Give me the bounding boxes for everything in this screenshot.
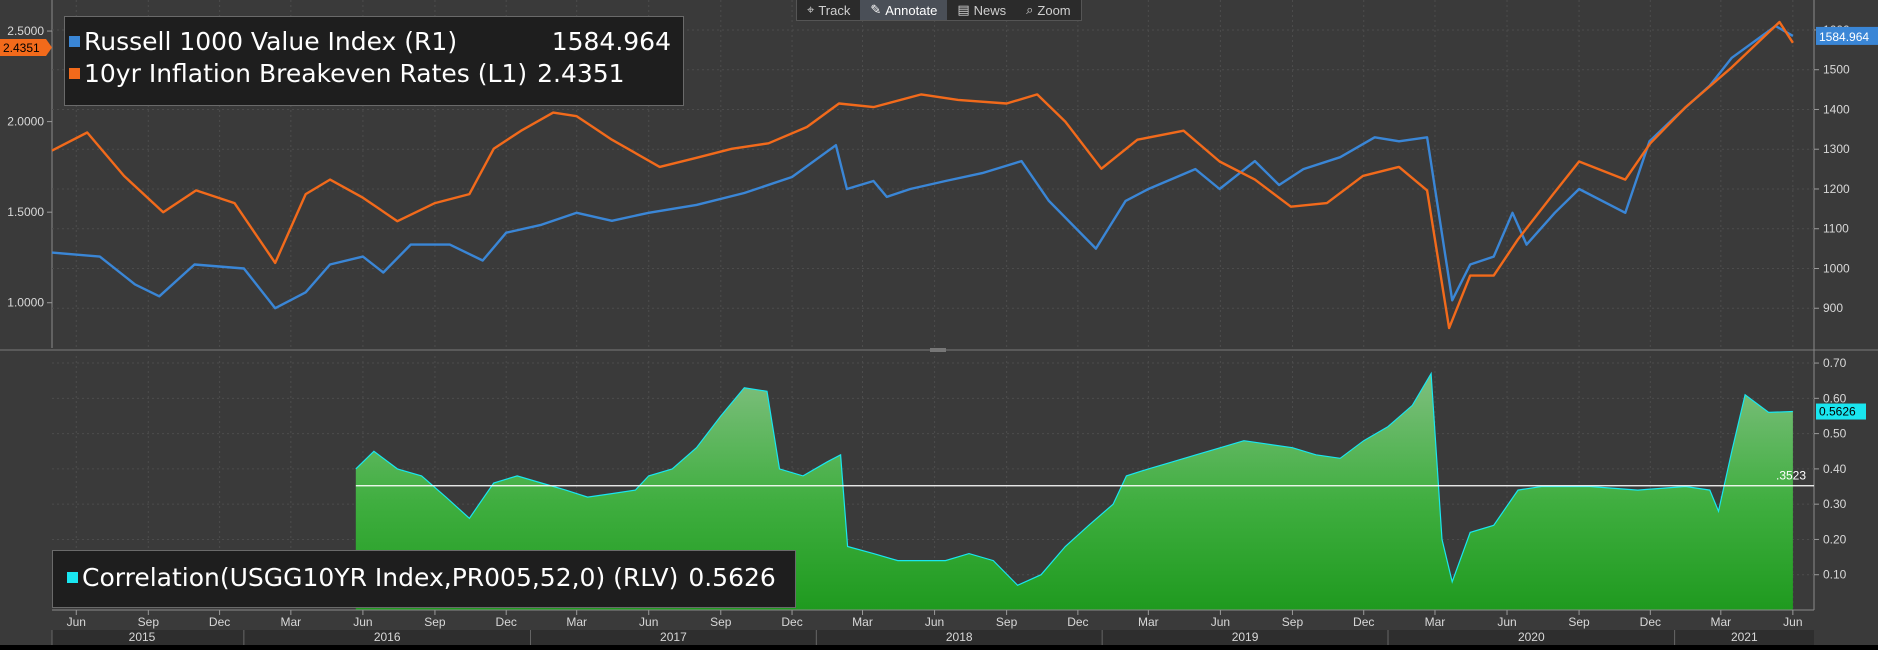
x-tick-label: Dec: [1640, 615, 1661, 629]
correlation-last-label: 0.5626: [1819, 405, 1856, 419]
x-tick-label: Dec: [209, 615, 230, 629]
reference-line-label: .3523: [1776, 469, 1806, 483]
x-tick-label: Jun: [925, 615, 944, 629]
legend-name-russell: Russell 1000 Value Index (R1): [84, 27, 458, 56]
right-tick-label: 1500: [1823, 63, 1850, 77]
correlation-legend: Correlation(USGG10YR Index,PR005,52,0) (…: [52, 550, 796, 608]
left-tick-label: 2.0000: [7, 115, 44, 129]
x-tick-label: Mar: [1138, 615, 1159, 629]
x-axis: Jun Sep Dec Mar Jun Sep Dec Mar Jun Sep Dec Mar Jun S…: [51, 609, 1814, 645]
x-tick-label: Jun: [1211, 615, 1230, 629]
x-tick-label: Dec: [496, 615, 517, 629]
x-tick-label: Mar: [1710, 615, 1731, 629]
legend-row-breakeven: 10yr Inflation Breakeven Rates (L1) 2.43…: [69, 59, 625, 88]
legend-row-correlation: Correlation(USGG10YR Index,PR005,52,0) (…: [67, 563, 776, 592]
right-tick-label: 0.60: [1823, 391, 1847, 405]
right-tick-label: 1100: [1823, 222, 1849, 236]
x-tick-label: Sep: [1282, 615, 1304, 629]
legend-swatch-breakeven: [69, 68, 80, 79]
breakeven-last-tag: [0, 39, 46, 56]
news-button[interactable]: ▤ News: [957, 2, 1007, 18]
year-band: [52, 630, 1814, 645]
chart-toolbar: ⌖ Track ✎ Annotate ▤ News ⌕ Zoom: [796, 0, 1082, 21]
correlation-last-tag: [1816, 403, 1866, 420]
x-tick-label: Dec: [1067, 615, 1088, 629]
year-label: 2015: [129, 630, 156, 644]
x-tick-label: Dec: [781, 615, 802, 629]
legend-swatch-russell: [69, 36, 80, 47]
right-tick-label: 1000: [1823, 261, 1850, 275]
russell-last-tag: [1816, 26, 1878, 45]
x-tick-label: Jun: [1783, 615, 1802, 629]
x-tick-label: Sep: [996, 615, 1018, 629]
year-label: 2019: [1232, 630, 1259, 644]
x-tick-label: Mar: [281, 615, 302, 629]
breakeven-last-tag-arrow: [46, 39, 52, 56]
x-tick-label: Jun: [639, 615, 658, 629]
right-tick-label: 0.10: [1823, 568, 1847, 582]
right-tick-label: 0.20: [1823, 532, 1847, 546]
right-tick-label: 1400: [1823, 102, 1850, 116]
legend-swatch-correlation: [67, 572, 78, 583]
price-panel: 90010001100120013001400150016001.00001.5…: [0, 0, 1878, 610]
left-tick-label: 1.5000: [7, 205, 44, 219]
right-tick-label: 1200: [1823, 182, 1850, 196]
breakeven-line: [51, 20, 1794, 330]
legend-value-russell: 1584.964: [551, 27, 671, 56]
year-label: 2020: [1518, 630, 1545, 644]
year-label: 2021: [1731, 630, 1758, 644]
x-tick-label: Jun: [67, 615, 86, 629]
year-label: 2017: [660, 630, 687, 644]
track-button[interactable]: ⌖ Track: [807, 2, 851, 18]
legend-value-breakeven: 2.4351: [537, 59, 625, 88]
zoom-button[interactable]: ⌕ Zoom: [1026, 2, 1071, 18]
right-tick-label: 0.50: [1823, 427, 1847, 441]
x-tick-label: Mar: [1425, 615, 1446, 629]
right-tick-label: 900: [1823, 301, 1843, 315]
x-tick-label: Mar: [566, 615, 587, 629]
year-label: 2016: [374, 630, 401, 644]
right-tick-label: 1300: [1823, 142, 1850, 156]
x-tick-label: Dec: [1353, 615, 1374, 629]
x-tick-label: Sep: [1568, 615, 1590, 629]
price-legend: Russell 1000 Value Index (R1) 1584.964 1…: [64, 16, 684, 106]
annotate-button[interactable]: ✎ Annotate: [860, 0, 948, 20]
legend-row-russell: Russell 1000 Value Index (R1): [69, 27, 457, 56]
legend-name-breakeven: 10yr Inflation Breakeven Rates (L1): [84, 59, 528, 88]
x-tick-label: Sep: [710, 615, 732, 629]
x-tick-label: Sep: [424, 615, 446, 629]
news-icon: ▤: [957, 2, 970, 17]
correlation-line: [355, 371, 1793, 587]
russell-last-label: 1584.964: [1819, 30, 1869, 44]
magnifier-icon: ⌕: [1026, 2, 1034, 17]
pencil-icon: ✎: [870, 2, 882, 17]
right-tick-label: 0.40: [1823, 462, 1847, 476]
x-tick-label: Jun: [1497, 615, 1516, 629]
crosshair-icon: ⌖: [807, 2, 815, 17]
x-tick-label: Sep: [138, 615, 160, 629]
right-tick-label: 0.70: [1823, 356, 1847, 370]
left-tick-label: 1.0000: [7, 296, 44, 310]
legend-name-correlation: Correlation(USGG10YR Index,PR005,52,0) (…: [82, 563, 679, 592]
year-label: 2018: [946, 630, 973, 644]
legend-value-correlation: 0.5626: [688, 563, 776, 592]
left-tick-label: 2.5000: [7, 24, 44, 38]
panel-resize-handle: [930, 348, 946, 352]
right-tick-label: 0.30: [1823, 497, 1847, 511]
x-tick-label: Mar: [852, 615, 873, 629]
breakeven-last-label: 2.4351: [3, 41, 40, 55]
x-tick-label: Jun: [353, 615, 372, 629]
